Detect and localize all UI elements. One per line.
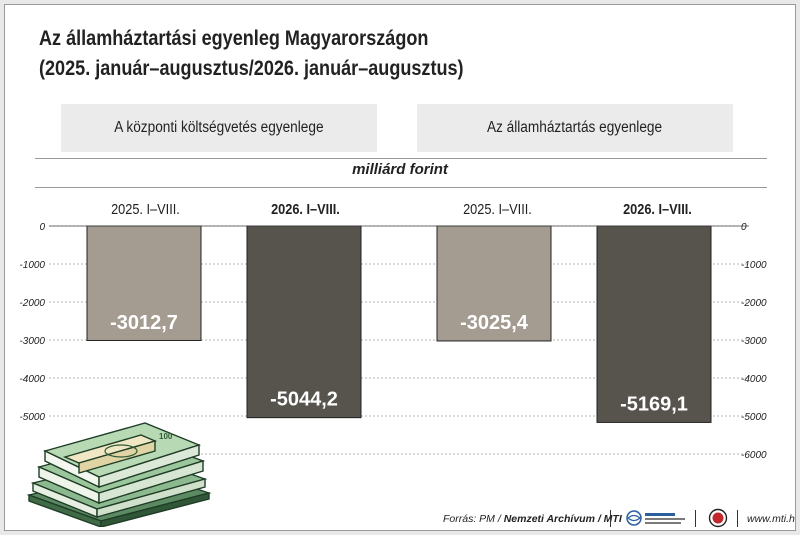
y-tick-label-right: -1000 (741, 260, 767, 271)
infographic-frame: Az államháztartási egyenleg Magyarország… (4, 4, 796, 531)
website-link[interactable]: www.mti.hu (747, 513, 796, 525)
panel-header-label: A központi költségvetés egyenlege (114, 119, 324, 136)
duna-logo (626, 510, 685, 526)
footer-separator (695, 510, 696, 527)
y-tick-label-left: -4000 (19, 374, 45, 385)
category-label-2025-general: 2025. I–VIII. (462, 201, 532, 218)
bar-value-label: -3012,7 (110, 312, 178, 334)
bar-value-label: -5044,2 (270, 389, 338, 411)
y-tick-label-right: -4000 (741, 374, 767, 385)
bar (246, 225, 362, 419)
divider-line (35, 158, 767, 159)
bar (596, 225, 712, 423)
bar-value-label: -3025,4 (460, 312, 529, 334)
y-tick-label-right: -3000 (741, 336, 767, 347)
y-tick-label-right: -6000 (741, 450, 767, 461)
bar-value-label: -5169,1 (620, 393, 688, 415)
y-tick-label-left: -2000 (19, 298, 45, 309)
source-credit: Forrás: PM / Nemzeti Archívum / MTI (443, 513, 622, 525)
y-tick-label-right: -5000 (741, 412, 767, 423)
money-stack-illustration: 100 (26, 422, 212, 527)
panel-header-general-government: Az államháztartás egyenlege (417, 104, 733, 152)
footer-separator (610, 510, 611, 527)
y-tick-label-left: -5000 (19, 412, 45, 423)
category-label-2025-central: 2025. I–VIII. (110, 201, 180, 218)
category-label-2026-general: 2026. I–VIII. (622, 201, 692, 218)
y-tick-label-right: -2000 (741, 298, 767, 309)
category-label-2026-central: 2026. I–VIII. (270, 201, 340, 218)
y-tick-label-left: -1000 (19, 260, 45, 271)
y-tick-label-left: 0 (39, 222, 45, 233)
footer-separator (737, 510, 738, 527)
panel-header-central-budget: A központi költségvetés egyenlege (61, 104, 377, 152)
divider-line (35, 187, 767, 188)
bar (86, 225, 202, 341)
bar (436, 225, 552, 342)
bar-chart: 0 -1000 -2000 -3000 -4000 -5000 0 -1000 -2000 -30… (19, 222, 767, 461)
panel-header-label: Az államháztartás egyenlege (487, 119, 663, 136)
svg-text:100: 100 (159, 432, 173, 441)
chart-subtitle: (2025. január–augusztus/2026. január–aug… (39, 57, 464, 80)
mti-logo (708, 508, 728, 528)
footer: Forrás: PM / Nemzeti Archívum / MTI www.… (5, 505, 796, 530)
y-tick-label-right: 0 (741, 222, 747, 233)
chart-title: Az államháztartási egyenleg Magyarország… (39, 27, 429, 50)
y-tick-label-left: -3000 (19, 336, 45, 347)
unit-label: milliárd forint (352, 161, 448, 178)
